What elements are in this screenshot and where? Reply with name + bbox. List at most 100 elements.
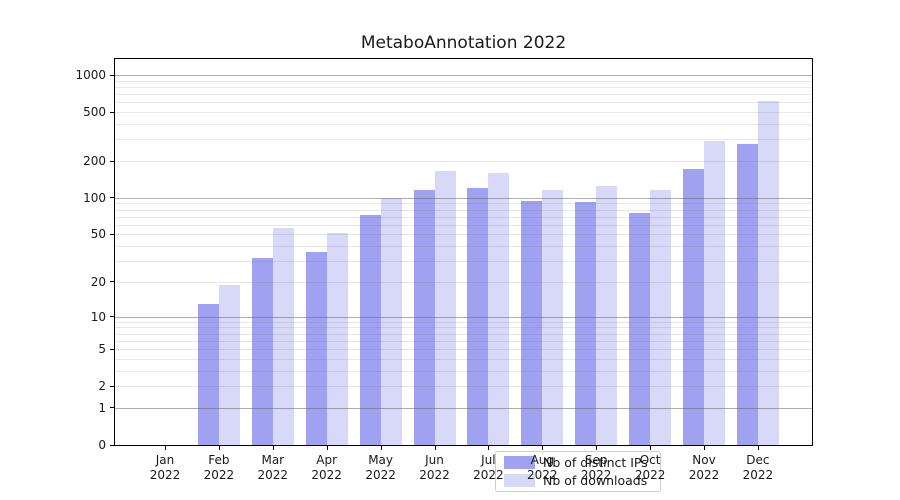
bar-nb-of-downloads [326,233,348,445]
y-tick-mark [110,407,114,409]
x-tick-label-month: Oct [639,453,661,467]
x-tick-label-month: Feb [208,453,230,467]
y-tick-label: 200 [83,154,106,168]
x-tick-label: Apr 2022 [295,453,359,483]
x-tick-mark [757,446,759,450]
x-tick-label-month: Jan [155,453,175,467]
x-tick-label: Feb 2022 [187,453,251,483]
x-tick-label-month: Aug [530,453,555,467]
gridline-minor [115,370,812,372]
x-tick-label: Jul 2022 [456,453,520,483]
x-tick-mark [326,446,328,450]
x-tick-label-month: Apr [316,453,338,467]
y-tick-mark [110,348,114,350]
x-tick-mark [380,446,382,450]
legend-swatch-nb-of-distinct-ips [504,456,535,469]
gridline-minor [115,124,812,125]
x-tick-label-year: 2022 [473,468,504,482]
y-tick-mark [110,444,114,446]
bar-nb-of-downloads [596,186,618,445]
bar-nb-of-downloads [434,171,456,445]
x-tick-mark [488,446,490,450]
y-tick-mark [110,111,114,113]
x-tick-label-year: 2022 [742,468,774,482]
legend-label: Nb of distinct IPs [543,455,648,470]
x-tick-label-year: 2022 [634,468,666,482]
legend-entry: Nb of downloads [504,473,652,488]
x-tick-mark [272,446,274,450]
x-tick-label-year: 2022 [311,468,342,482]
x-tick-mark [218,446,220,450]
y-tick-label: 1000 [75,68,106,82]
y-tick-mark [110,160,114,162]
x-tick-label: Mar 2022 [241,453,305,483]
legend-entry: Nb of distinct IPs [504,455,652,470]
gridline-minor [115,161,812,162]
x-tick-mark [434,446,436,450]
gridline-minor [115,209,812,211]
gridline-minor [115,321,812,323]
gridline-major [115,197,812,199]
x-tick-label-year: 2022 [365,468,396,482]
bar-nb-of-distinct-ips [467,187,489,445]
gridline-minor [115,86,812,88]
gridline-minor [115,349,812,350]
gridline-minor [115,261,812,263]
y-tick-mark [110,74,114,76]
gridline-minor [115,327,812,329]
y-tick-label: 50 [90,227,106,242]
bar-nb-of-downloads [218,284,240,445]
x-tick-label-month: Jun [425,453,444,467]
plot-area: Nb of distinct IPs Nb of downloads [114,58,813,492]
bar-nb-of-distinct-ips [359,214,381,445]
x-tick-label-year: 2022 [149,468,181,482]
legend: Nb of distinct IPs Nb of downloads [495,451,661,492]
gridline-minor [115,358,812,360]
bar-nb-of-distinct-ips [413,190,435,445]
x-tick-label-year: 2022 [580,468,612,482]
gridline-minor [115,234,812,236]
bar-nb-of-downloads [488,173,510,445]
x-tick-label-year: 2022 [203,468,235,482]
x-tick-label-month: Sep [584,453,608,467]
x-tick-label: Jun 2022 [403,453,467,483]
gridline-minor [115,94,812,96]
x-tick-label-year: 2022 [688,468,720,482]
gridline-minor [115,112,812,114]
x-tick-label: Nov 2022 [672,453,736,483]
x-tick-label: Oct 2022 [618,453,682,483]
bar-nb-of-distinct-ips [575,201,597,445]
bar-nb-of-distinct-ips [521,201,543,445]
bar-nb-of-downloads [757,101,779,445]
bar-nb-of-distinct-ips [683,169,704,445]
y-tick-label: 10 [90,309,106,324]
gridline-minor [115,203,812,205]
x-tick-mark [704,446,705,450]
gridline-minor [115,224,812,226]
y-tick-label: 2 [98,379,106,394]
gridline-minor [115,102,812,104]
x-tick-label-month: Dec [746,453,770,467]
y-tick-mark [110,197,114,199]
gridline-minor [115,340,812,342]
bar-nb-of-distinct-ips [197,303,219,445]
gridline-major [115,75,812,76]
x-tick-mark [542,446,544,450]
x-tick-label-month: Nov [692,453,716,467]
x-tick-mark [650,446,652,450]
y-tick-label: 20 [90,274,106,289]
x-tick-label-year: 2022 [419,468,450,482]
x-tick-label: Dec 2022 [726,453,790,483]
bar-nb-of-distinct-ips [736,144,758,445]
y-tick-label: 500 [83,105,106,120]
legend-swatch-nb-of-downloads [504,474,535,487]
x-tick-label-year: 2022 [257,468,289,482]
gridline-minor [115,216,812,218]
gridline-major [115,316,812,318]
chart-title: MetaboAnnotation 2022 [360,33,567,53]
x-tick-label: Jan 2022 [133,453,197,483]
y-tick-mark [110,316,114,318]
gridline-minor [115,386,812,388]
grid-layer [115,59,812,445]
bar-layer [115,59,812,445]
